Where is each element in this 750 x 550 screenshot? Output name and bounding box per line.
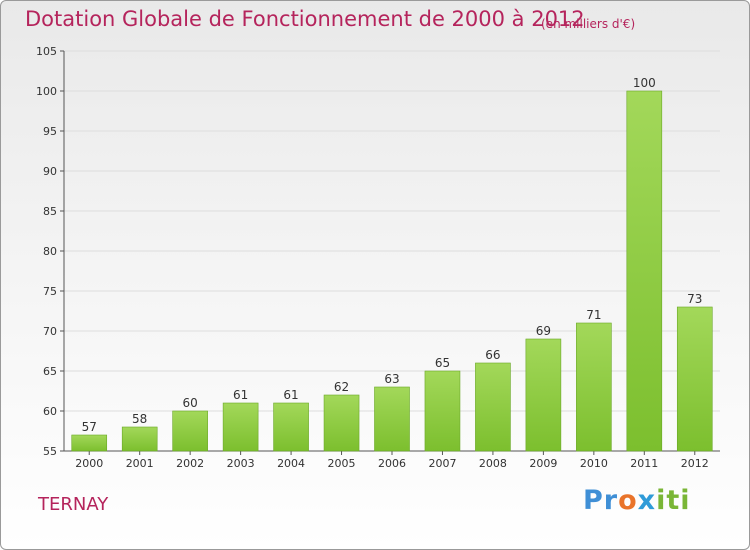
value-label-2001: 58 [132,412,147,426]
x-tick-label-2002: 2002 [176,457,204,470]
logo-part-4: iti [656,485,691,516]
value-label-2011: 100 [633,76,656,90]
y-tick-label-90: 90 [43,165,57,178]
bar-2003 [222,402,259,452]
y-tick-label-85: 85 [43,205,57,218]
y-tick-label-75: 75 [43,285,57,298]
value-label-2010: 71 [586,308,601,322]
y-tick-label-100: 100 [36,85,57,98]
bar-2002 [172,410,208,452]
bar-2004 [273,402,309,452]
logo-part-3: x [637,485,657,516]
y-tick-label-60: 60 [43,405,57,418]
bar-2000 [71,434,108,452]
x-tick-label-2007: 2007 [428,457,456,470]
bar-2010 [576,322,612,452]
value-label-2003: 61 [233,388,248,402]
place-name: TERNAY [38,494,109,515]
value-label-2009: 69 [536,324,551,338]
x-tick-label-2004: 2004 [277,457,305,470]
value-label-2008: 66 [485,348,500,362]
x-tick-label-2006: 2006 [378,457,406,470]
y-tick-label-70: 70 [43,325,57,338]
logo-part-2: o [618,485,638,516]
bars [71,90,713,452]
x-tick-label-2000: 2000 [75,457,103,470]
bar-2006 [374,386,410,452]
value-label-2002: 60 [183,396,198,410]
x-tick-label-2001: 2001 [126,457,154,470]
value-label-2007: 65 [435,356,450,370]
y-tick-label-95: 95 [43,125,57,138]
x-tick-label-2011: 2011 [630,457,658,470]
labels: 57 58 60 61 61 62 63 65 66 69 71 100 73 [82,76,703,434]
value-label-2005: 62 [334,380,349,394]
value-label-2006: 63 [384,372,399,386]
x-tick-label-2005: 2005 [328,457,356,470]
bar-2012 [676,306,713,452]
chart-subtitle: (en milliers d'€) [541,17,636,31]
x-tick-label-2009: 2009 [529,457,557,470]
x-tick-label-2003: 2003 [227,457,255,470]
bar-2007 [424,370,461,452]
proxiti-logo[interactable]: Proxiti [583,485,691,516]
logo-part-1: Pr [583,485,619,516]
bar-2008 [475,362,511,452]
y-tick-label-65: 65 [43,365,57,378]
value-label-2012: 73 [687,292,702,306]
bar-2011 [626,90,663,452]
x-tick-label-2008: 2008 [479,457,507,470]
value-label-2000: 57 [82,420,97,434]
x-tick-label-2010: 2010 [580,457,608,470]
y-tick-label-105: 105 [36,45,57,58]
value-label-2004: 61 [283,388,298,402]
bar-2005 [323,394,360,452]
chart-title: Dotation Globale de Fonctionnement de 20… [25,7,585,31]
y-tick-label-80: 80 [43,245,57,258]
bar-2001 [121,426,158,452]
bar-2009 [525,338,562,452]
y-tick-label-55: 55 [43,445,57,458]
x-tick-label-2012: 2012 [681,457,709,470]
